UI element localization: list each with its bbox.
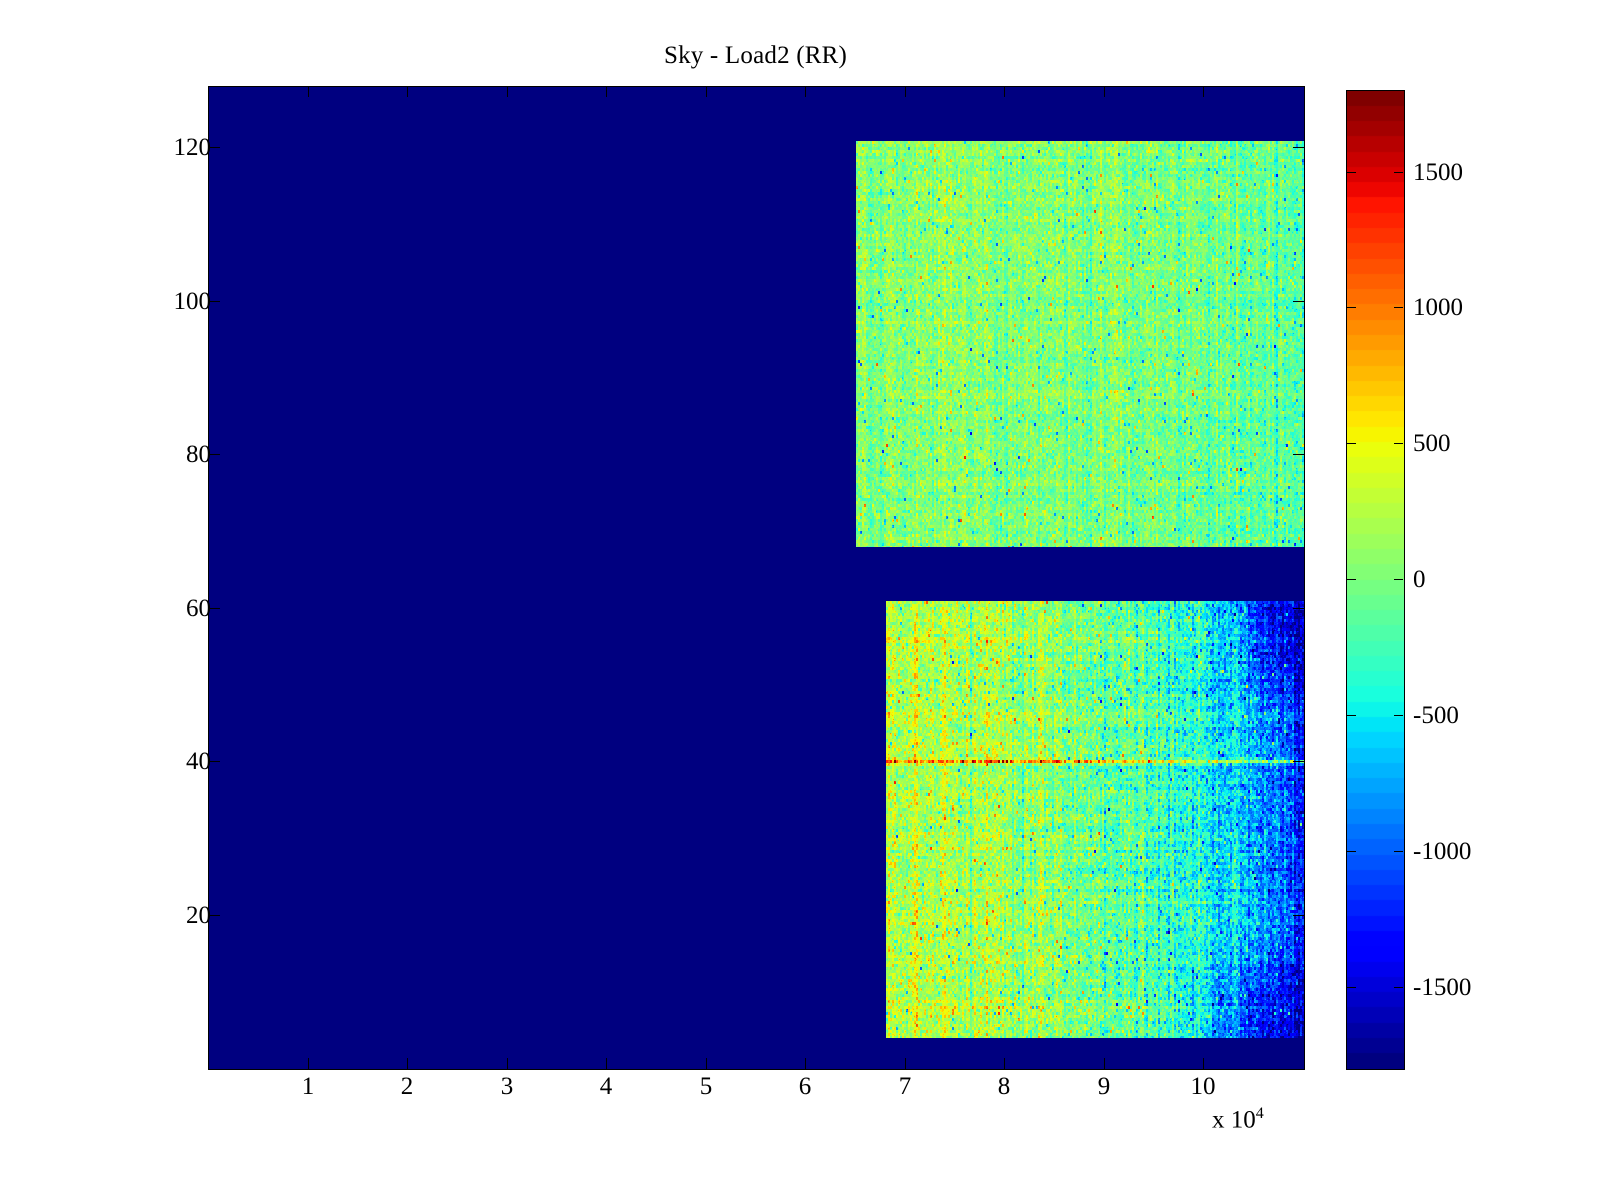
x-tick-mark [905,1058,906,1069]
colorbar-tick-mark [1347,443,1356,444]
y-tick-mark-right [1293,454,1304,455]
x-tick-mark-top [1104,86,1105,97]
x-tick-mark-top [805,86,806,97]
y-tick-mark [209,301,220,302]
colorbar-tick-label: 500 [1413,430,1451,457]
y-tick-mark-right [1293,915,1304,916]
x-tick-mark [1203,1058,1204,1069]
x-tick-mark [507,1058,508,1069]
colorbar-gradient [1347,91,1404,1069]
x-axis-exponent-label: x 104 [1212,1105,1264,1134]
colorbar-tick-mark [1347,987,1356,988]
colorbar-tick-mark [1347,579,1356,580]
y-tick-label: 40 [186,748,211,775]
colorbar-tick-mark-right [1394,851,1403,852]
x-tick-label: 1 [301,1073,315,1100]
y-tick-label: 80 [186,441,211,468]
x-tick-mark [308,1058,309,1069]
x-tick-label: 2 [400,1073,414,1100]
x-tick-label: 4 [599,1073,613,1100]
x-tick-mark-top [308,86,309,97]
x-tick-mark-top [407,86,408,97]
y-tick-label: 20 [186,902,211,929]
page-title: Sky - Load2 (RR) [663,42,848,69]
colorbar-tick-label: 1500 [1413,159,1463,186]
x-tick-mark-top [706,86,707,97]
colorbar [1346,90,1405,1070]
x-tick-label: 5 [699,1073,713,1100]
y-tick-label: 100 [173,288,212,315]
x-tick-mark [606,1058,607,1069]
y-tick-mark-right [1293,608,1304,609]
x-tick-mark-top [905,86,906,97]
y-tick-mark [209,761,220,762]
x-tick-label: 8 [997,1073,1011,1100]
colorbar-tick-mark-right [1394,443,1403,444]
x-tick-mark [1104,1058,1105,1069]
colorbar-tick-mark-right [1394,172,1403,173]
y-tick-mark-right [1293,761,1304,762]
y-tick-mark [209,915,220,916]
colorbar-tick-mark [1347,307,1356,308]
colorbar-tick-label: 0 [1413,566,1426,593]
colorbar-tick-mark-right [1394,987,1403,988]
x-tick-mark-top [507,86,508,97]
y-tick-mark [209,147,220,148]
y-tick-label: 60 [186,595,211,622]
x-tick-label: 7 [898,1073,912,1100]
x-tick-label: 3 [500,1073,514,1100]
heatmap-image [209,87,1304,1069]
colorbar-tick-label: 1000 [1413,294,1463,321]
colorbar-tick-label: -500 [1413,702,1459,729]
colorbar-tick-label: -1000 [1413,838,1472,865]
y-tick-mark [209,454,220,455]
x-tick-mark [805,1058,806,1069]
y-tick-mark-right [1293,301,1304,302]
heatmap-axes [208,86,1305,1070]
colorbar-tick-mark-right [1394,307,1403,308]
y-tick-mark-right [1293,147,1304,148]
colorbar-tick-label: -1500 [1413,974,1472,1001]
y-tick-label: 120 [173,134,212,161]
colorbar-tick-mark [1347,715,1356,716]
colorbar-tick-mark [1347,172,1356,173]
x-tick-mark [407,1058,408,1069]
x-tick-label: 6 [798,1073,812,1100]
x-tick-mark [1004,1058,1005,1069]
x-tick-label: 10 [1190,1073,1216,1100]
y-tick-mark [209,608,220,609]
x-tick-mark-top [1203,86,1204,97]
x-tick-mark-top [1004,86,1005,97]
colorbar-tick-mark-right [1394,715,1403,716]
x-tick-mark [706,1058,707,1069]
colorbar-tick-mark-right [1394,579,1403,580]
colorbar-tick-mark [1347,851,1356,852]
x-tick-mark-top [606,86,607,97]
x-tick-label: 9 [1097,1073,1111,1100]
